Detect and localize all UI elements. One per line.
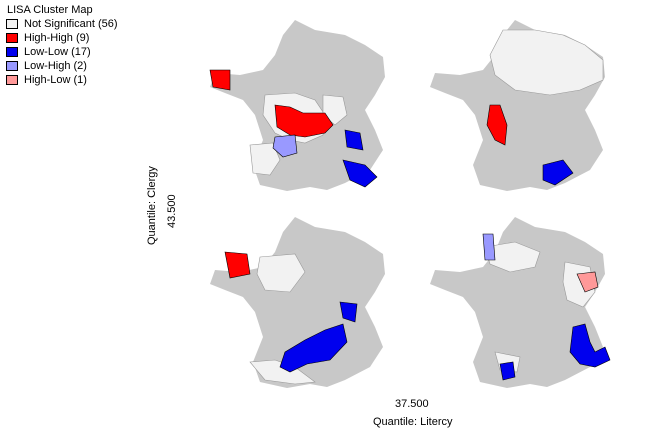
high-high-region [274, 104, 334, 138]
legend: LISA Cluster Map Not Significant (56) Hi… [6, 3, 118, 87]
not-significant-region [489, 29, 604, 96]
legend-swatch-high-low [6, 75, 18, 85]
low-low-region [344, 129, 364, 151]
high-high-region [224, 251, 251, 279]
map-bottom-left [210, 217, 385, 388]
high-low-region [576, 271, 599, 293]
low-low-region [499, 361, 516, 381]
legend-item-high-low: High-Low (1) [6, 73, 118, 87]
not-significant-region [322, 94, 348, 126]
not-significant-region [249, 142, 281, 176]
legend-swatch-low-high [6, 61, 18, 71]
legend-label: High-Low (1) [24, 74, 87, 86]
low-high-region [272, 134, 298, 158]
low-low-region [569, 323, 611, 368]
legend-label: Low-High (2) [24, 60, 87, 72]
low-low-region [279, 323, 348, 373]
x-axis-value: 37.500 [395, 398, 429, 410]
legend-label: Low-Low (17) [24, 46, 91, 58]
not-significant-region [256, 253, 306, 293]
map-bottom-right [430, 217, 611, 388]
legend-item-high-high: High-High (9) [6, 31, 118, 45]
legend-label: Not Significant (56) [24, 18, 118, 30]
low-low-region [542, 159, 574, 186]
high-high-region [209, 69, 231, 91]
legend-swatch-low-low [6, 47, 18, 57]
legend-item-low-low: Low-Low (17) [6, 45, 118, 59]
high-high-region [486, 104, 508, 146]
legend-title: LISA Cluster Map [7, 4, 93, 16]
legend-swatch-not-significant [6, 19, 18, 29]
low-high-region [482, 233, 496, 261]
legend-item-low-high: Low-High (2) [6, 59, 118, 73]
not-significant-region [249, 359, 316, 385]
not-significant-region [484, 241, 541, 273]
low-low-region [342, 159, 378, 188]
legend-swatch-high-high [6, 33, 18, 43]
legend-item-not-significant: Not Significant (56) [6, 17, 118, 31]
map-top-left [209, 20, 385, 191]
legend-label: High-High (9) [24, 32, 90, 44]
low-low-region [339, 301, 358, 323]
map-top-right [430, 20, 605, 191]
x-axis-title: Quantile: Litercy [373, 416, 453, 428]
